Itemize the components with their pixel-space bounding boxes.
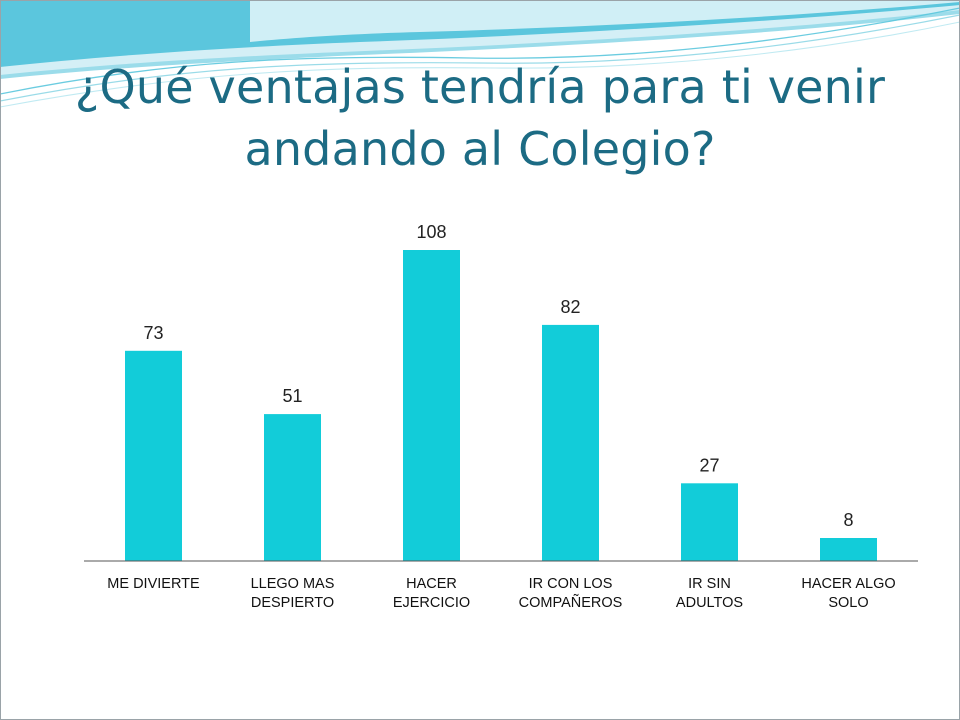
bar-3 [403, 250, 460, 561]
data-label-1: 73 [143, 323, 163, 343]
bar-2 [264, 414, 321, 561]
category-label-line: DESPIERTO [251, 595, 334, 611]
category-label-line: IR CON LOS [529, 576, 613, 592]
slide-title: ¿Qué ventajas tendría para ti venir anda… [74, 60, 886, 176]
wave-line-3 [0, 21, 960, 108]
category-label-2: LLEGO MAS DESPIERTO [251, 576, 335, 611]
bar-6 [820, 538, 877, 561]
category-label-line: HACER [406, 576, 457, 592]
value-labels-layer: 73 51 108 82 27 8 [143, 222, 853, 530]
category-label-line: SOLO [828, 595, 868, 611]
wave-line-1 [0, 7, 960, 95]
category-label-4: IR CON LOS COMPAÑEROS [519, 576, 623, 611]
bars-layer [125, 250, 877, 562]
bar-4 [542, 324, 599, 561]
category-label-3: HACER EJERCICIO [393, 576, 470, 611]
category-label-line: IR SIN [688, 576, 731, 592]
category-label-line: LLEGO MAS [251, 576, 335, 592]
data-label-6: 8 [843, 510, 853, 530]
category-label-6: HACER ALGO SOLO [801, 576, 895, 611]
bar-1 [125, 350, 182, 561]
data-label-2: 51 [282, 386, 302, 406]
wave-line-2 [0, 14, 960, 102]
category-label-line: ADULTOS [676, 595, 743, 611]
wave-header-decoration [0, 0, 960, 108]
data-label-4: 82 [560, 297, 580, 317]
bar-5 [681, 483, 738, 562]
category-label-line: COMPAÑEROS [519, 594, 623, 611]
category-labels-layer: ME DIVIERTE LLEGO MAS DESPIERTO HACER EJERCI… [107, 576, 895, 611]
category-label-line: EJERCICIO [393, 595, 470, 611]
category-label-1: ME DIVIERTE [107, 576, 200, 592]
category-label-line: ME DIVIERTE [107, 576, 200, 592]
category-label-line: HACER ALGO [801, 576, 895, 592]
data-label-3: 108 [416, 222, 446, 242]
data-label-5: 27 [699, 455, 719, 475]
wave-white-cap [250, 0, 960, 42]
category-label-5: IR SIN ADULTOS [676, 576, 743, 611]
